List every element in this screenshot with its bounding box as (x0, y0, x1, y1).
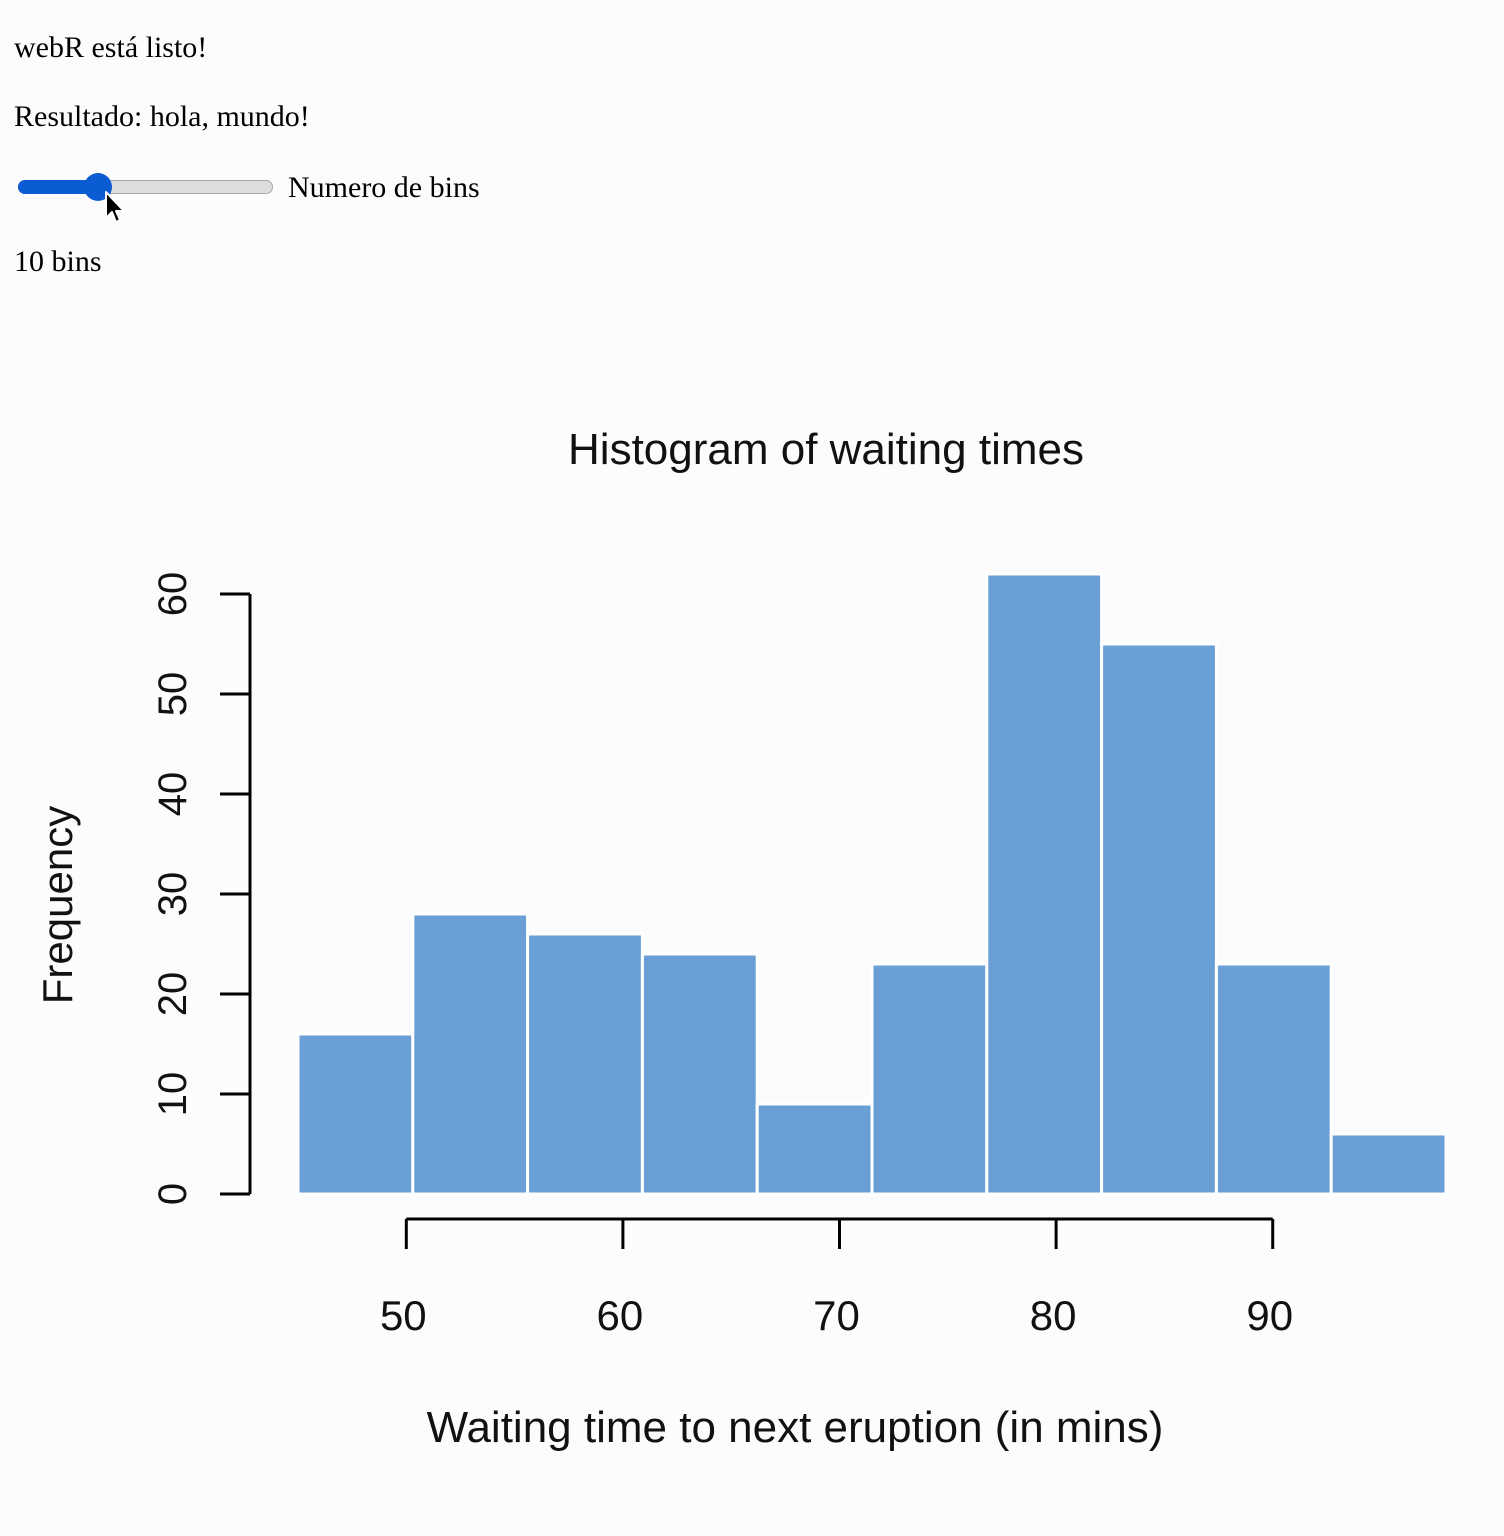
histogram-bar (296, 1032, 415, 1196)
result-text: Resultado: hola, mundo! (14, 100, 310, 133)
x-tick-label: 90 (1246, 1292, 1293, 1339)
slider-fill (18, 180, 99, 194)
y-tick-label: 40 (151, 772, 195, 817)
y-tick-label: 30 (151, 872, 195, 917)
x-tick-label: 60 (597, 1292, 644, 1339)
chart-title: Histogram of waiting times (568, 425, 1084, 474)
bins-count-text: 10 bins (14, 245, 102, 278)
x-axis: 50 60 70 80 90 (380, 1217, 1293, 1339)
y-tick-label: 10 (151, 1072, 195, 1117)
histogram-bar (1329, 1132, 1448, 1196)
y-tick-label: 50 (151, 672, 195, 717)
bins-slider[interactable] (18, 170, 275, 206)
histogram-svg: Histogram of waiting times Frequency Wai… (34, 425, 1448, 1452)
histogram-bar (1100, 642, 1218, 1196)
y-tick-label: 60 (151, 572, 195, 617)
histogram-bar (755, 1102, 874, 1196)
histogram-bar (411, 912, 530, 1196)
histogram-bar (526, 932, 644, 1196)
y-axis-label: Frequency (34, 806, 81, 1004)
x-axis-label: Waiting time to next eruption (in mins) (427, 1403, 1164, 1452)
x-tick-label: 80 (1030, 1292, 1077, 1339)
histogram-bar (1214, 962, 1333, 1196)
histogram-bar (640, 952, 759, 1196)
bins-slider-row: Numero de bins (18, 170, 480, 206)
slider-thumb[interactable] (84, 173, 113, 201)
x-tick-label: 50 (380, 1292, 427, 1339)
histogram-bar (985, 572, 1104, 1196)
y-tick-label: 20 (151, 972, 195, 1017)
y-tick-label: 0 (151, 1183, 195, 1205)
histogram-bars (296, 572, 1448, 1196)
histogram-chart: Histogram of waiting times Frequency Wai… (0, 380, 1504, 1480)
x-tick-label: 70 (813, 1292, 860, 1339)
y-axis: 0 10 20 30 40 50 60 (151, 572, 252, 1205)
bins-slider-label: Numero de bins (288, 171, 480, 204)
webr-status-text: webR está listo! (14, 31, 208, 64)
histogram-bar (870, 962, 989, 1196)
